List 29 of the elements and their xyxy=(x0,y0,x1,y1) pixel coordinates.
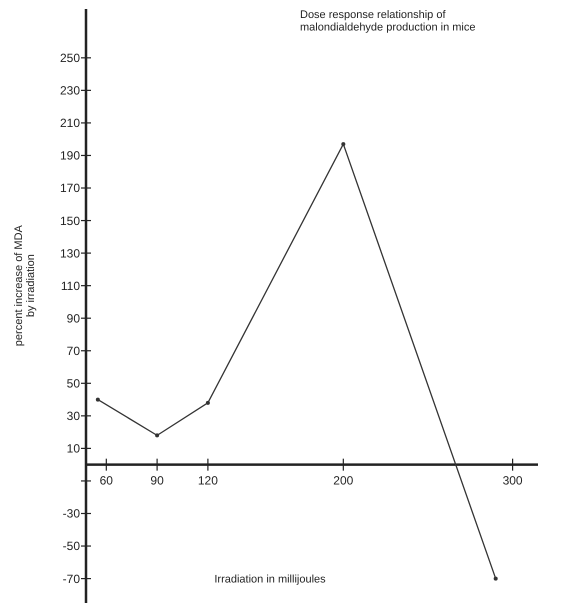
y-tick-label: 30 xyxy=(66,409,80,424)
x-axis-title: Irradiation in millijoules xyxy=(214,573,326,586)
y-tick-label: 70 xyxy=(66,344,80,358)
y-tick-label: 110 xyxy=(60,278,80,293)
y-tick-label: 210 xyxy=(60,116,80,130)
point xyxy=(341,142,346,146)
y-tick-label: 250 xyxy=(60,51,80,66)
x-tick-label: 60 xyxy=(100,474,114,488)
y-tick-label: -30 xyxy=(62,506,80,521)
y-tick-label: -50 xyxy=(62,539,80,554)
y-tick-label: 170 xyxy=(60,181,80,196)
y-tick-label: 190 xyxy=(60,148,80,163)
y-tick-label: -70 xyxy=(62,572,80,586)
x-tick-label: 300 xyxy=(502,474,523,488)
point xyxy=(494,576,498,581)
y-tick-label: 130 xyxy=(60,246,80,260)
x-tick-label: 120 xyxy=(198,474,218,488)
y-tick-label: 10 xyxy=(66,442,80,456)
point xyxy=(206,400,210,405)
y-tick-label: 50 xyxy=(66,376,80,390)
x-tick-label: 200 xyxy=(333,474,354,488)
point xyxy=(155,433,160,438)
point xyxy=(96,398,100,402)
y-axis-title: percent increase of MDA by irradiation xyxy=(13,224,38,346)
y-tick-label: 150 xyxy=(60,214,80,228)
text: Dose response relationship of malondialdehyde production in mice xyxy=(300,8,476,34)
x-tick-label: 90 xyxy=(150,474,164,488)
y-tick-label: 90 xyxy=(66,311,80,326)
y-tick-label: 230 xyxy=(60,84,80,98)
